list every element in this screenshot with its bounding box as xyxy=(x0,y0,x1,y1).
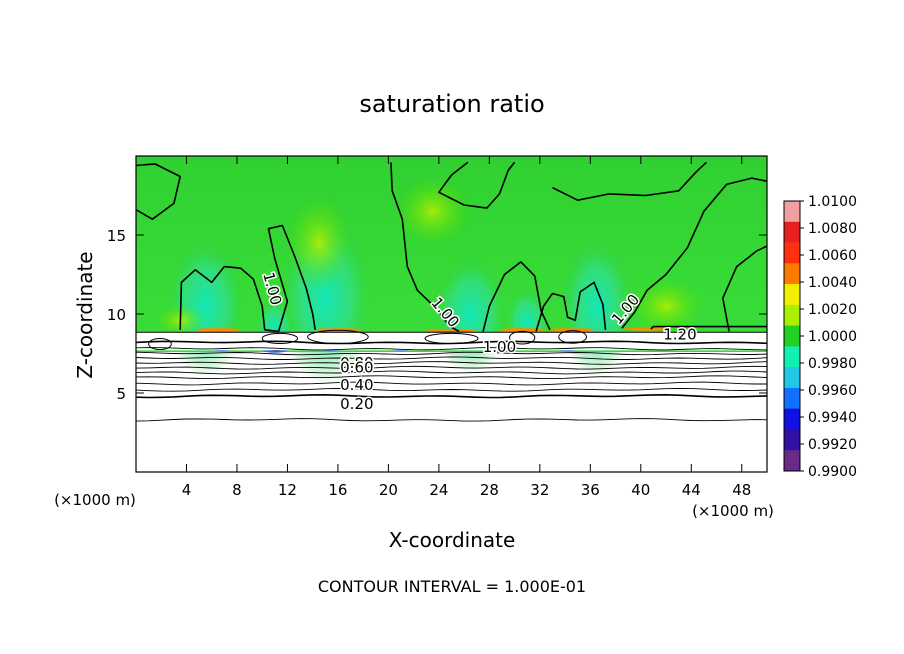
cloud-top-rim xyxy=(194,328,243,332)
stable-layer-contour xyxy=(136,365,767,370)
x-tick-label: 44 xyxy=(682,481,701,499)
cloud-cell-contour xyxy=(261,332,299,345)
stable-layer-contour xyxy=(136,381,767,386)
x-tick-label: 24 xyxy=(429,481,448,499)
x-tick-label: 40 xyxy=(631,481,650,499)
colorbar-swatch xyxy=(784,201,800,223)
supersaturated-patch xyxy=(394,176,471,247)
cloud-top-rim xyxy=(498,328,547,332)
plot-area: 1.001.00 1.001.001.200.800.600.400.20 xyxy=(136,156,767,472)
x-tick-label: 20 xyxy=(379,481,398,499)
colorbar-swatch xyxy=(784,325,800,347)
cloud-cell-contour xyxy=(424,332,479,345)
colorbar-label: 0.9900 xyxy=(808,464,857,480)
x-tick-label: 36 xyxy=(581,481,600,499)
cloud-cell-contour xyxy=(558,330,588,344)
stable-layer-contour xyxy=(136,356,767,360)
contour-label: 1.00 xyxy=(483,338,516,356)
contour-label: 0.80 xyxy=(340,354,373,372)
colorbar: 1.0100 1.0080 1.0060 1.0040 1.0020 1.0000 0.99… xyxy=(783,194,857,480)
contour-line xyxy=(179,224,316,333)
x-tick-label: 12 xyxy=(278,481,297,499)
y-tick-label: 10 xyxy=(107,306,126,324)
colorbar-swatch xyxy=(784,284,800,306)
x-axis-unit-right: (×1000 m) xyxy=(692,502,774,520)
contour-line xyxy=(721,245,767,332)
cloud-cell-contour xyxy=(509,330,536,345)
x-tick-label: 4 xyxy=(182,481,192,499)
contour-line xyxy=(621,177,767,329)
x-axis: 4 8 12 16 20 24 28 32 36 40 44 48 xyxy=(182,156,751,499)
contour-line xyxy=(136,163,181,220)
colorbar-label: 0.9980 xyxy=(808,356,857,372)
colorbar-label: 1.0080 xyxy=(808,221,857,237)
colorbar-swatch xyxy=(784,429,800,451)
contour-line xyxy=(438,161,516,209)
contour-interval-note: CONTOUR INTERVAL = 1.000E-01 xyxy=(318,577,586,596)
contour-label: 0.60 xyxy=(340,359,373,377)
cloud-cell-contour xyxy=(307,329,369,345)
y-tick-label: 15 xyxy=(107,227,126,245)
colorbar-label: 1.0100 xyxy=(808,194,857,210)
cloud-top-rim xyxy=(427,328,476,333)
colorbar-swatch xyxy=(784,242,800,264)
cloud-top-band xyxy=(136,331,767,351)
contour-label: 1.20 xyxy=(663,326,696,344)
x-tick-label: 32 xyxy=(530,481,549,499)
y-axis-label: Z-coordinate xyxy=(73,251,97,378)
stable-layer-contour xyxy=(136,375,767,380)
x-tick-label: 16 xyxy=(328,481,347,499)
stable-layer-contour xyxy=(136,347,767,351)
colorbar-label: 1.0020 xyxy=(808,302,857,318)
colorbar-label: 1.0000 xyxy=(808,329,857,345)
supersaturated-patch xyxy=(286,195,352,291)
x-tick-label: 48 xyxy=(732,481,751,499)
x-tick-label: 8 xyxy=(232,481,242,499)
cloud-cell-contour xyxy=(148,337,172,351)
colorbar-swatch xyxy=(784,450,800,472)
colorbar-swatch xyxy=(784,367,800,389)
cloud-top-rim xyxy=(623,327,672,331)
y-tick-label: 5 xyxy=(116,385,126,403)
stable-layer-contour xyxy=(136,361,767,365)
contour-line xyxy=(482,261,551,332)
y-axis: 5 10 15 xyxy=(107,227,767,403)
stable-layer-contour xyxy=(136,418,767,422)
colorbar-label: 0.9920 xyxy=(808,437,857,453)
contour-line xyxy=(390,162,460,333)
colorbar-swatch xyxy=(784,221,800,243)
stable-layer-contour xyxy=(136,393,767,399)
colorbar-label: 1.0060 xyxy=(808,248,857,264)
colorbar-swatch xyxy=(784,346,800,368)
stable-layer-contour xyxy=(136,351,767,356)
contour-label: 0.40 xyxy=(340,376,373,394)
chart-title: saturation ratio xyxy=(359,90,544,118)
contour-line xyxy=(650,325,767,330)
colorbar-label: 0.9960 xyxy=(808,383,857,399)
contour-lines xyxy=(136,161,767,422)
contour-line xyxy=(552,161,707,201)
colorbar-swatch xyxy=(784,263,800,285)
x-axis-label: X-coordinate xyxy=(389,528,516,552)
stable-layer-contour xyxy=(136,387,767,392)
subsaturated-region xyxy=(136,352,767,472)
colorbar-swatch xyxy=(784,408,800,430)
colorbar-swatch xyxy=(784,387,800,409)
colorbar-swatch xyxy=(784,304,800,326)
stable-layer-contour xyxy=(136,370,767,375)
x-axis-unit-left: (×1000 m) xyxy=(54,491,136,509)
colorbar-label: 0.9940 xyxy=(808,410,857,426)
colorbar-label: 1.0040 xyxy=(808,275,857,291)
contour-line xyxy=(535,281,607,332)
contour-label: 0.20 xyxy=(340,395,373,413)
cloud-top-rim xyxy=(547,328,596,332)
x-tick-label: 28 xyxy=(480,481,499,499)
